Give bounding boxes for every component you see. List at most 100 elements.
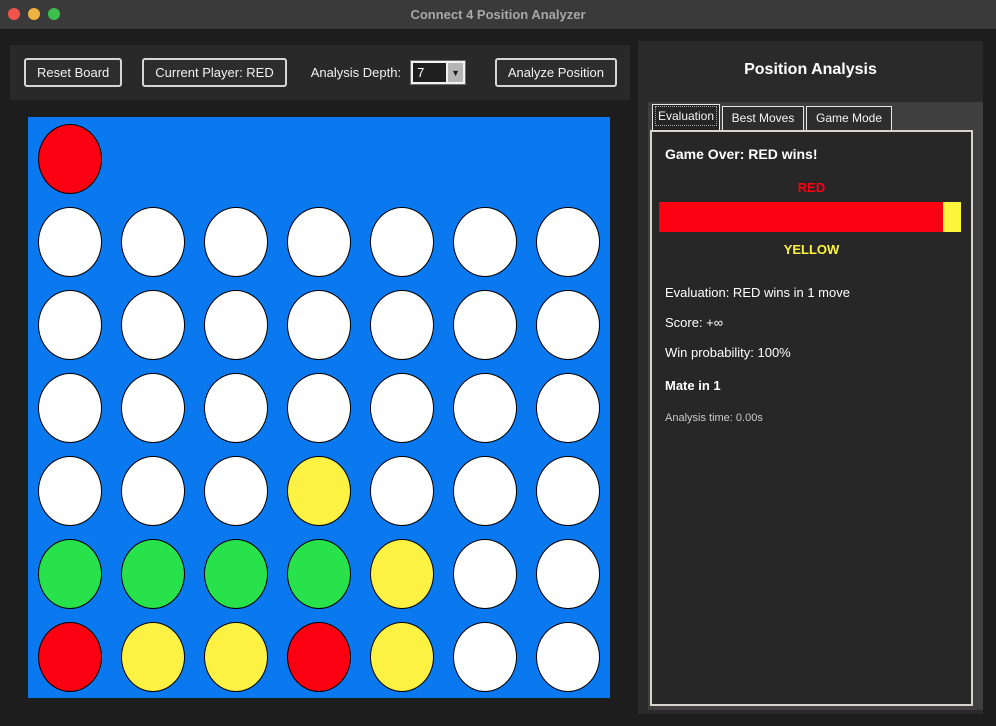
empty-slot (286, 206, 351, 277)
board-cell[interactable] (527, 117, 610, 200)
board-cell[interactable] (28, 449, 111, 532)
empty-slot (286, 289, 351, 360)
board-cell[interactable] (194, 366, 277, 449)
empty-slot (370, 372, 435, 443)
empty-slot (536, 538, 601, 609)
board-cell[interactable] (194, 449, 277, 532)
empty-slot (286, 372, 351, 443)
tab-evaluation-label: Evaluation (654, 106, 718, 126)
evaluation-bar-red (659, 202, 943, 232)
tab-best-moves-label: Best Moves (731, 111, 795, 125)
board-cell[interactable] (361, 117, 444, 200)
board-cell[interactable] (444, 117, 527, 200)
zoom-button[interactable] (48, 8, 60, 20)
game-piece (203, 621, 268, 692)
tab-game-mode[interactable]: Game Mode (806, 106, 892, 130)
empty-slot (203, 289, 268, 360)
empty-slot (453, 289, 518, 360)
board-cell[interactable] (194, 615, 277, 698)
board-cell[interactable] (527, 615, 610, 698)
board-cell[interactable] (194, 200, 277, 283)
board-cell[interactable] (361, 283, 444, 366)
tab-game-mode-label: Game Mode (815, 111, 883, 125)
board-cell[interactable] (527, 449, 610, 532)
board-cell[interactable] (277, 449, 360, 532)
analysis-time-text: Analysis time: 0.00s (665, 412, 763, 424)
board-cell[interactable] (277, 117, 360, 200)
board-cell[interactable] (277, 366, 360, 449)
board-cell[interactable] (527, 532, 610, 615)
empty-slot (203, 206, 268, 277)
board-cell[interactable] (444, 200, 527, 283)
board-cell[interactable] (194, 532, 277, 615)
empty-slot (370, 206, 435, 277)
empty-slot (536, 206, 601, 277)
board-cell[interactable] (444, 615, 527, 698)
board-cell[interactable] (28, 200, 111, 283)
mate-text: Mate in 1 (665, 378, 721, 393)
window-controls (8, 8, 60, 20)
board-cell[interactable] (361, 366, 444, 449)
red-player-label: RED (797, 180, 826, 195)
board-cell[interactable] (28, 117, 111, 200)
evaluation-bar (659, 202, 961, 232)
evaluation-pane: Game Over: RED wins! RED YELLOW Evaluati… (650, 130, 973, 706)
tab-best-moves[interactable]: Best Moves (722, 106, 804, 130)
game-piece (286, 538, 351, 609)
board-cell[interactable] (111, 283, 194, 366)
board-cell[interactable] (111, 200, 194, 283)
window-title: Connect 4 Position Analyzer (410, 7, 586, 22)
game-piece (370, 621, 435, 692)
board-cell[interactable] (28, 366, 111, 449)
empty-slot (37, 372, 102, 443)
empty-slot (37, 289, 102, 360)
board-cell[interactable] (444, 366, 527, 449)
board-cell[interactable] (28, 283, 111, 366)
board-cell[interactable] (527, 200, 610, 283)
board-cell[interactable] (28, 615, 111, 698)
board-cell[interactable] (28, 532, 111, 615)
board-cell[interactable] (111, 366, 194, 449)
game-piece (286, 621, 351, 692)
empty-slot (203, 455, 268, 526)
board-cell[interactable] (361, 449, 444, 532)
empty-slot (536, 621, 601, 692)
board-cell[interactable] (361, 532, 444, 615)
empty-slot (37, 206, 102, 277)
board-cell[interactable] (111, 449, 194, 532)
board-cell[interactable] (277, 532, 360, 615)
chevron-down-icon[interactable]: ▼ (448, 61, 466, 84)
board[interactable] (28, 117, 610, 698)
game-piece (370, 538, 435, 609)
board-cell[interactable] (277, 200, 360, 283)
board-cell[interactable] (444, 283, 527, 366)
minimize-button[interactable] (28, 8, 40, 20)
board-cell[interactable] (277, 283, 360, 366)
current-player-button[interactable]: Current Player: RED (142, 58, 287, 87)
reset-board-button[interactable]: Reset Board (24, 58, 123, 87)
board-cell[interactable] (111, 615, 194, 698)
board-cell[interactable] (527, 283, 610, 366)
tab-evaluation[interactable]: Evaluation (652, 104, 720, 130)
empty-slot (453, 206, 518, 277)
board-cell[interactable] (444, 532, 527, 615)
board-cell[interactable] (277, 615, 360, 698)
depth-combobox[interactable]: 7 ▼ (410, 60, 467, 85)
board-cell[interactable] (194, 283, 277, 366)
analyze-position-button[interactable]: Analyze Position (494, 58, 617, 87)
toolbar: Reset Board Current Player: RED Analysis… (10, 45, 630, 100)
close-button[interactable] (8, 8, 20, 20)
board-cell[interactable] (194, 117, 277, 200)
tab-bar: Evaluation Best Moves Game Mode (648, 102, 983, 130)
board-cell[interactable] (361, 200, 444, 283)
depth-value[interactable]: 7 (411, 61, 449, 84)
board-cell[interactable] (361, 615, 444, 698)
notebook: Evaluation Best Moves Game Mode Game Ove… (648, 102, 983, 710)
game-piece (37, 621, 102, 692)
score-text: Score: +∞ (665, 315, 724, 330)
board-cell[interactable] (527, 366, 610, 449)
board-cell[interactable] (111, 532, 194, 615)
game-piece (37, 538, 102, 609)
board-cell[interactable] (111, 117, 194, 200)
board-cell[interactable] (444, 449, 527, 532)
